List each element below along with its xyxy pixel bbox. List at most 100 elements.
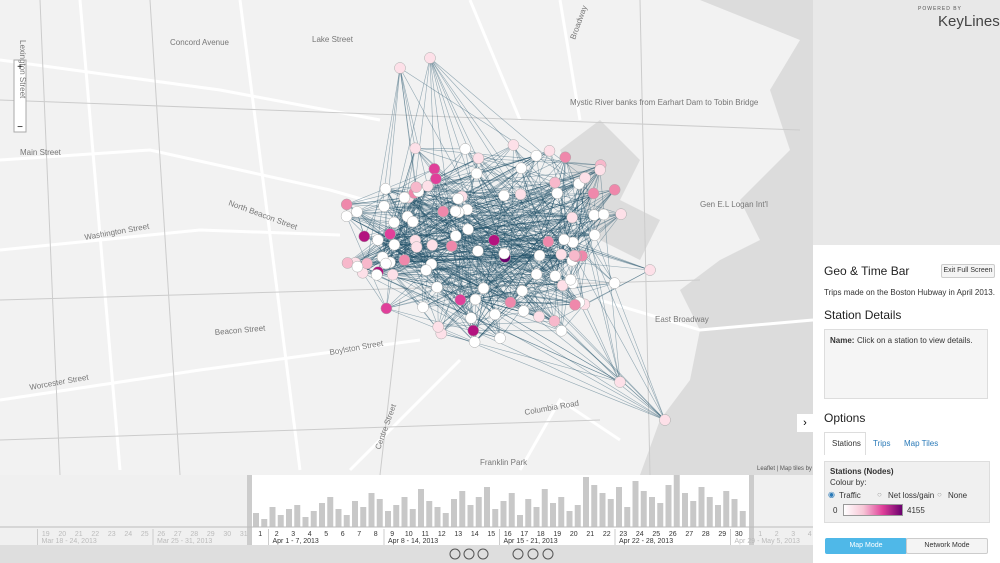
station-node[interactable] — [445, 240, 458, 252]
station-node[interactable] — [543, 145, 556, 157]
station-node[interactable] — [394, 62, 406, 74]
station-node[interactable] — [472, 245, 484, 257]
station-node[interactable] — [428, 163, 441, 175]
station-node[interactable] — [515, 162, 527, 174]
station-node[interactable] — [421, 180, 434, 192]
station-node[interactable] — [340, 210, 353, 223]
station-node[interactable] — [549, 176, 561, 189]
exit-button[interactable]: Exit Full Screen — [941, 264, 995, 278]
station-node[interactable] — [358, 230, 371, 243]
station-node[interactable] — [507, 139, 520, 151]
radio-label[interactable]: Net loss/gain — [888, 491, 935, 500]
station-node[interactable] — [504, 296, 517, 309]
map-mode-button[interactable]: Map Mode — [825, 538, 907, 554]
station-node[interactable] — [378, 200, 390, 212]
station-node[interactable] — [489, 308, 501, 321]
station-node[interactable] — [450, 230, 462, 242]
station-node[interactable] — [579, 172, 591, 184]
station-node[interactable] — [588, 209, 600, 221]
station-node[interactable] — [644, 264, 656, 276]
station-node[interactable] — [426, 239, 439, 251]
station-node[interactable] — [380, 257, 392, 270]
station-node[interactable] — [548, 315, 561, 327]
radio-label[interactable]: None — [948, 491, 968, 500]
station-node[interactable] — [468, 336, 481, 348]
station-node[interactable] — [398, 191, 411, 204]
station-node[interactable] — [555, 325, 568, 337]
station-node[interactable] — [494, 332, 506, 344]
station-node[interactable] — [597, 208, 610, 221]
station-node[interactable] — [407, 215, 419, 228]
station-node[interactable] — [587, 187, 600, 200]
station-node[interactable] — [454, 294, 467, 306]
station-node[interactable] — [566, 211, 578, 224]
station-node[interactable] — [410, 181, 422, 193]
station-node[interactable] — [608, 183, 621, 196]
station-node[interactable] — [340, 198, 353, 211]
zoom-control[interactable]: +− — [13, 59, 27, 133]
station-node[interactable] — [384, 228, 396, 240]
station-node[interactable] — [351, 260, 364, 273]
tab[interactable]: Map Tiles — [904, 439, 939, 448]
station-node[interactable] — [659, 414, 671, 426]
station-node[interactable] — [516, 285, 528, 297]
station-node[interactable] — [361, 257, 373, 270]
station-node[interactable] — [558, 233, 570, 246]
station-node[interactable] — [517, 305, 530, 317]
station-node[interactable] — [449, 205, 462, 218]
station-node[interactable] — [551, 187, 563, 200]
station-node[interactable] — [608, 277, 621, 289]
station-node[interactable] — [371, 269, 383, 281]
station-node[interactable] — [388, 239, 401, 251]
expand-button[interactable]: › — [797, 414, 813, 432]
station-node[interactable] — [410, 241, 423, 253]
station-node[interactable] — [424, 52, 436, 64]
station-node[interactable] — [387, 268, 399, 281]
tab[interactable]: Stations — [832, 439, 861, 448]
station-node[interactable] — [472, 152, 485, 165]
network-mode-button[interactable]: Network Mode — [906, 538, 988, 554]
station-node[interactable] — [420, 264, 432, 276]
station-node[interactable] — [388, 216, 400, 229]
station-node[interactable] — [470, 167, 483, 180]
station-node[interactable] — [533, 249, 546, 262]
station-node[interactable] — [465, 312, 477, 324]
station-node[interactable] — [341, 257, 354, 269]
station-node[interactable] — [588, 229, 601, 241]
station-node[interactable] — [409, 142, 422, 155]
station-node[interactable] — [488, 234, 500, 246]
station-node[interactable] — [559, 151, 572, 164]
station-node[interactable] — [462, 223, 474, 236]
timebar[interactable]: 19 20 21 22 23 24 25 26 27 28 29 30 31 1 2 3 4 5 6 7 8 9 10 11 1… — [0, 475, 813, 563]
station-node[interactable] — [430, 172, 442, 185]
station-node[interactable] — [594, 164, 606, 176]
station-node[interactable] — [568, 249, 581, 262]
station-node[interactable] — [542, 235, 555, 248]
station-node[interactable] — [432, 321, 444, 333]
station-node[interactable] — [569, 299, 581, 311]
station-node[interactable] — [452, 192, 464, 205]
station-node[interactable] — [469, 293, 482, 306]
station-node[interactable] — [498, 247, 510, 260]
station-node[interactable] — [564, 273, 577, 286]
station-node[interactable] — [431, 281, 443, 293]
radio-label[interactable]: Traffic — [839, 491, 861, 500]
station-node[interactable] — [379, 183, 392, 195]
station-node[interactable] — [437, 205, 449, 218]
station-node[interactable] — [615, 208, 627, 220]
station-node[interactable] — [614, 376, 626, 388]
station-node[interactable] — [498, 189, 510, 202]
station-node[interactable] — [549, 270, 562, 282]
station-node[interactable] — [351, 206, 363, 218]
tab[interactable]: Trips — [873, 439, 891, 448]
station-node[interactable] — [477, 282, 490, 295]
station-node[interactable] — [530, 150, 543, 162]
station-node[interactable] — [417, 301, 429, 313]
station-node[interactable] — [398, 254, 411, 266]
station-node[interactable] — [533, 310, 545, 323]
station-node[interactable] — [380, 302, 393, 315]
station-node[interactable] — [555, 248, 567, 261]
station-node[interactable] — [459, 143, 472, 155]
station-node[interactable] — [530, 268, 543, 281]
